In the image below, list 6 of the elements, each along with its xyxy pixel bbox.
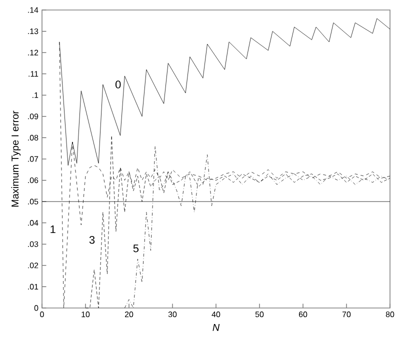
series-label: 1 [50,225,56,234]
series-label: 5 [133,244,139,252]
series-label: 3 [89,236,95,244]
series-label: 0 [116,80,121,88]
x-axis-title: N [212,324,220,331]
y-axis-title: Maximum Type I error [11,110,21,207]
